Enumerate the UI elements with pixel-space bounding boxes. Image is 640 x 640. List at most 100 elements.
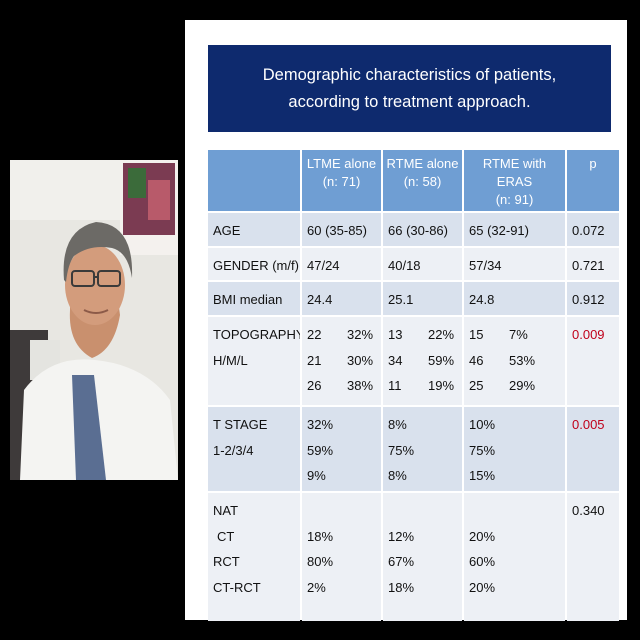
- tstage-eras-3: 15%: [469, 468, 496, 483]
- row-topography-label: TOPOGRAPHY H/M/L: [208, 317, 300, 405]
- slide-title: Demographic characteristics of patients,…: [262, 65, 557, 111]
- tstage-ltme-2: 59%: [307, 442, 334, 458]
- nat-ltme-blank: [307, 498, 381, 524]
- row-age-label: AGE: [208, 213, 300, 246]
- nat-eras-blank: [469, 498, 565, 524]
- topography-eras-l-count: 25: [469, 378, 484, 393]
- topography-ltme-l-count: 26: [307, 378, 322, 393]
- row-tstage-eras: 10% 75% 15%: [464, 407, 565, 491]
- header-p: p: [567, 150, 619, 211]
- nat-eras-ct-rct: 20%: [469, 579, 496, 595]
- row-gender-label: GENDER (m/f): [208, 248, 300, 280]
- row-bmi-p: 0.912: [567, 282, 619, 315]
- row-topography-eras: 15 7% 46 53% 25 29%: [464, 317, 565, 405]
- topography-rtme-m-count: 34: [388, 352, 403, 368]
- header-rtme-line2: (n: 58): [403, 174, 442, 189]
- row-nat-rtme: 12% 67% 18%: [383, 493, 462, 621]
- header-ltme-line1: LTME alone: [306, 156, 377, 171]
- topography-ltme-m-count: 21: [307, 352, 322, 368]
- header-ltme-line2: (n: 71): [322, 174, 361, 189]
- tstage-rtme-2: 75%: [388, 442, 415, 458]
- row-age-eras: 65 (32-91): [464, 213, 565, 246]
- nat-label-rct: RCT: [213, 554, 240, 569]
- header-eras-line1: RTME with ERAS: [482, 156, 547, 189]
- topography-eras-m-count: 46: [469, 352, 484, 368]
- row-gender-eras: 57/34: [464, 248, 565, 280]
- topography-ltme-l: 26 38%: [307, 373, 381, 399]
- nat-eras-ct: 20%: [469, 528, 496, 544]
- tstage-label-line1: T STAGE: [213, 417, 268, 432]
- nat-label-ct-rct: CT-RCT: [213, 579, 261, 595]
- row-age-rtme: 66 (30-86): [383, 213, 462, 246]
- tstage-label-line2: 1-2/3/4: [213, 442, 254, 458]
- header-ltme: LTME alone (n: 71): [302, 150, 381, 211]
- row-nat-ltme: 18% 80% 2%: [302, 493, 381, 621]
- row-tstage-rtme: 8% 75% 8%: [383, 407, 462, 491]
- row-bmi-label: BMI median: [208, 282, 300, 315]
- nat-rtme-ct: 12%: [388, 528, 415, 544]
- row-topography-rtme: 13 22% 34 59% 11 19%: [383, 317, 462, 405]
- topography-rtme-l-count: 11: [388, 378, 402, 393]
- topography-rtme-h: 13 22%: [388, 322, 462, 348]
- speaker-portrait-image: [10, 160, 178, 480]
- nat-rtme-blank: [388, 498, 462, 524]
- topography-rtme-m: 34 59%: [388, 348, 462, 374]
- tstage-ltme-1: 32%: [307, 417, 334, 432]
- topography-rtme-h-pct: 22%: [428, 327, 455, 342]
- row-bmi-eras: 24.8: [464, 282, 565, 315]
- row-age-p: 0.072: [567, 213, 619, 246]
- nat-ltme-ct: 18%: [307, 528, 334, 544]
- tstage-eras-2: 75%: [469, 442, 496, 458]
- nat-eras-rct: 60%: [469, 554, 496, 569]
- row-gender-rtme: 40/18: [383, 248, 462, 280]
- topography-rtme-h-count: 13: [388, 327, 403, 342]
- nat-ltme-rct: 80%: [307, 554, 334, 569]
- topography-ltme-m: 21 30%: [307, 348, 381, 374]
- header-rtme: RTME alone (n: 58): [383, 150, 462, 211]
- topography-eras-l-pct: 29%: [509, 378, 536, 393]
- tstage-ltme-3: 9%: [307, 468, 326, 483]
- nat-label-ct: CT: [217, 528, 235, 544]
- tstage-eras-1: 10%: [469, 417, 496, 432]
- topography-rtme-l: 11 19%: [388, 373, 462, 399]
- header-eras-line2: (n: 91): [495, 192, 534, 207]
- topography-eras-h-count: 15: [469, 327, 484, 342]
- row-tstage-p: 0.005: [567, 407, 619, 491]
- speaker-video-inset: [10, 160, 178, 480]
- topography-eras-h: 15 7%: [469, 322, 565, 348]
- topography-ltme-l-pct: 38%: [347, 378, 374, 393]
- row-gender-p: 0.721: [567, 248, 619, 280]
- topography-label-line1: TOPOGRAPHY: [213, 327, 300, 342]
- row-topography-p: 0.009: [567, 317, 619, 405]
- row-nat-eras: 20% 60% 20%: [464, 493, 565, 621]
- demographics-table: LTME alone (n: 71) RTME alone (n: 58) RT…: [208, 150, 619, 621]
- slide-title-banner: Demographic characteristics of patients,…: [208, 45, 611, 132]
- topography-rtme-l-pct: 19%: [428, 378, 455, 393]
- topography-ltme-h-count: 22: [307, 327, 322, 342]
- row-bmi-ltme: 24.4: [302, 282, 381, 315]
- header-p-label: p: [589, 156, 597, 171]
- topography-ltme-h-pct: 32%: [347, 327, 374, 342]
- topography-rtme-m-pct: 59%: [428, 352, 455, 368]
- tstage-rtme-1: 8%: [388, 417, 407, 432]
- row-nat-p: 0.340: [567, 493, 619, 621]
- tstage-rtme-3: 8%: [388, 468, 407, 483]
- header-empty: [208, 150, 300, 211]
- topography-eras-l: 25 29%: [469, 373, 565, 399]
- row-tstage-label: T STAGE 1-2/3/4: [208, 407, 300, 491]
- row-gender-ltme: 47/24: [302, 248, 381, 280]
- header-rtme-line1: RTME alone: [386, 156, 459, 171]
- row-age-ltme: 60 (35-85): [302, 213, 381, 246]
- row-bmi-rtme: 25.1: [383, 282, 462, 315]
- topography-ltme-m-pct: 30%: [347, 352, 374, 368]
- topography-eras-m: 46 53%: [469, 348, 565, 374]
- header-eras: RTME with ERAS (n: 91): [464, 150, 565, 211]
- topography-eras-m-pct: 53%: [509, 352, 536, 368]
- slide: Demographic characteristics of patients,…: [185, 20, 627, 621]
- row-nat-label: NAT CT RCT CT-RCT: [208, 493, 300, 621]
- nat-ltme-ct-rct: 2%: [307, 579, 326, 595]
- nat-rtme-rct: 67%: [388, 554, 415, 569]
- nat-label: NAT: [213, 503, 239, 518]
- row-topography-ltme: 22 32% 21 30% 26 38%: [302, 317, 381, 405]
- nat-rtme-ct-rct: 18%: [388, 579, 415, 595]
